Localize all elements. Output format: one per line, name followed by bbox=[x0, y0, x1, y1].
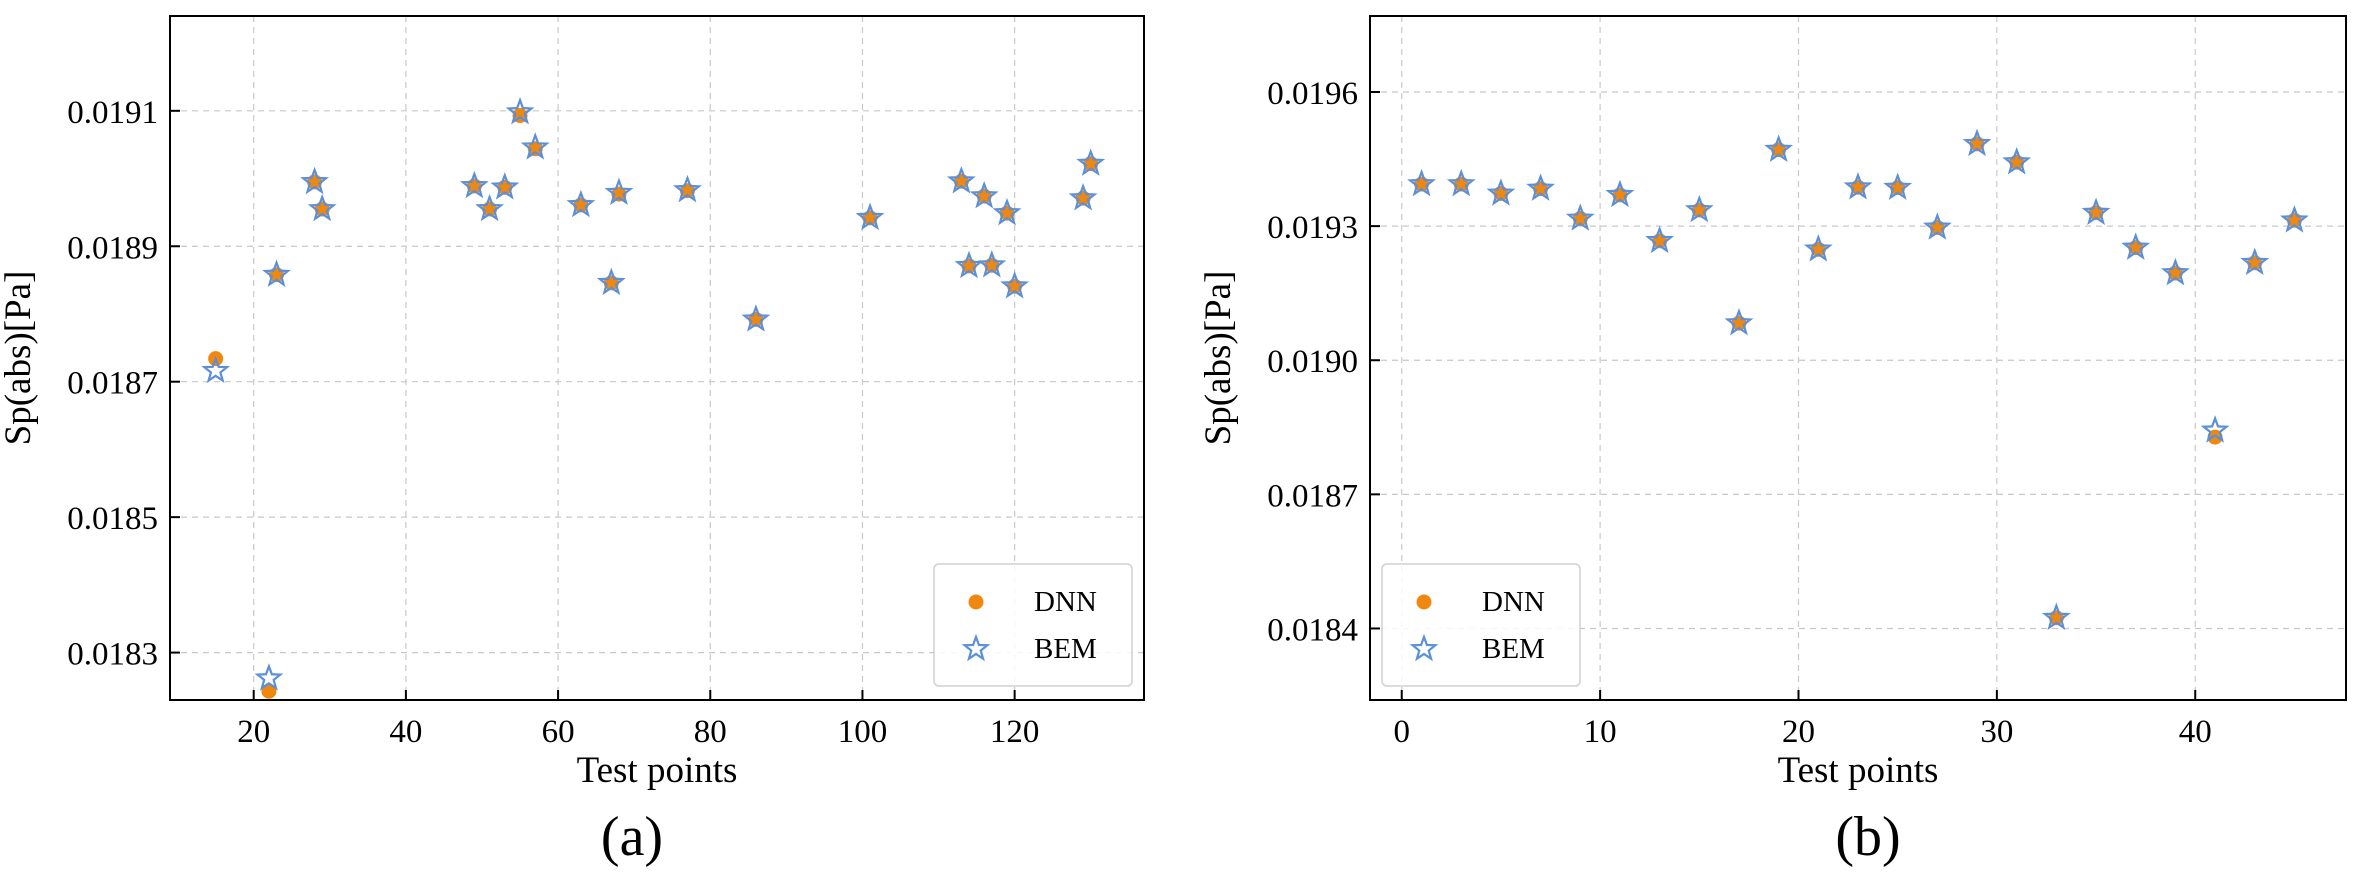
x-tick-label: 100 bbox=[838, 714, 888, 750]
bem-point bbox=[1000, 271, 1030, 299]
series-bem bbox=[1407, 128, 2309, 631]
bem-point bbox=[1068, 182, 1098, 211]
chart-panel-b: 0 10 20 30 40 0.0184 0.0187 0.0190 0.0193 0.0196 T… bbox=[1198, 15, 2347, 868]
y-tick-label: 0.0183 bbox=[67, 637, 158, 673]
y-tick-label: 0.0193 bbox=[1267, 210, 1358, 246]
bem-point bbox=[977, 250, 1007, 278]
x-tick-label: 60 bbox=[542, 714, 575, 750]
legend-label-bem: BEM bbox=[1482, 633, 1545, 665]
bem-point bbox=[2240, 247, 2270, 276]
legend-label-dnn: DNN bbox=[1482, 586, 1545, 618]
y-axis-label: Sp(abs)[Pa] bbox=[1198, 271, 1239, 446]
x-axis-label: Test points bbox=[1778, 750, 1939, 791]
series-bem bbox=[201, 96, 1106, 691]
y-tick-label: 0.0189 bbox=[67, 230, 158, 266]
bem-point bbox=[520, 132, 550, 160]
y-tick-label: 0.0184 bbox=[1267, 612, 1358, 648]
bem-point bbox=[1565, 203, 1595, 231]
x-tick-label: 40 bbox=[2179, 714, 2212, 750]
bem-point bbox=[1803, 234, 1833, 262]
x-axis-label: Test points bbox=[577, 750, 738, 791]
bem-point bbox=[505, 96, 535, 125]
legend-label-dnn: DNN bbox=[1034, 586, 1097, 618]
bem-point bbox=[300, 166, 330, 195]
bem-point bbox=[673, 174, 702, 203]
legend: DNN BEM bbox=[933, 563, 1133, 687]
legend-dnn-marker bbox=[1416, 594, 1432, 610]
bem-point bbox=[1407, 168, 1437, 197]
bem-point bbox=[1922, 212, 1952, 240]
bem-point bbox=[201, 355, 231, 384]
x-tick-label: 20 bbox=[1782, 714, 1815, 750]
bem-point bbox=[741, 304, 771, 332]
dnn-point bbox=[611, 186, 627, 202]
bem-point bbox=[566, 189, 596, 218]
bem-point bbox=[1724, 307, 1754, 336]
plot-frame bbox=[1369, 15, 2347, 701]
x-tick-label: 120 bbox=[990, 714, 1040, 750]
bem-point bbox=[1605, 179, 1635, 208]
bem-point bbox=[1684, 194, 1714, 223]
y-axis-label: Sp(abs)[Pa] bbox=[0, 271, 39, 446]
plot-frame bbox=[169, 15, 1145, 701]
bem-point bbox=[307, 193, 337, 222]
bem-point bbox=[2002, 147, 2032, 175]
legend: DNN BEM bbox=[1381, 563, 1581, 687]
bem-point bbox=[604, 177, 634, 206]
legend-box bbox=[1381, 563, 1581, 687]
bem-point bbox=[1486, 178, 1516, 206]
bem-point bbox=[2160, 257, 2190, 286]
bem-point bbox=[2121, 232, 2151, 260]
legend-box bbox=[933, 563, 1133, 687]
x-tick-label: 30 bbox=[1980, 714, 2013, 750]
y-tick-label: 0.0187 bbox=[67, 366, 158, 402]
x-tick-label: 20 bbox=[237, 714, 270, 750]
y-tick-label: 0.0185 bbox=[67, 501, 158, 537]
bem-point bbox=[2200, 415, 2230, 443]
bem-point bbox=[596, 267, 626, 296]
bem-point bbox=[1764, 134, 1794, 162]
bem-point bbox=[1526, 173, 1556, 201]
bem-point bbox=[2279, 205, 2309, 233]
legend-bem-marker bbox=[1409, 633, 1439, 662]
bem-point bbox=[459, 170, 489, 199]
bem-point bbox=[1076, 148, 1106, 176]
bem-point bbox=[490, 172, 520, 200]
bem-point bbox=[1645, 225, 1675, 254]
dnn-point bbox=[2207, 429, 2223, 445]
bem-point bbox=[1843, 172, 1873, 200]
legend-dnn-marker bbox=[968, 594, 984, 610]
legend-bem-marker bbox=[961, 633, 991, 662]
bem-point bbox=[1883, 172, 1913, 200]
dnn-point bbox=[527, 141, 543, 157]
x-tick-label: 80 bbox=[694, 714, 727, 750]
legend-label-bem: BEM bbox=[1034, 633, 1097, 665]
bem-point bbox=[1446, 168, 1476, 197]
panel-label: (b) bbox=[1835, 806, 1900, 868]
series-dnn bbox=[1414, 136, 2302, 626]
dnn-point bbox=[261, 683, 277, 699]
y-tick-label: 0.0191 bbox=[67, 95, 158, 131]
panel-label: (a) bbox=[601, 806, 663, 868]
y-tick-label: 0.0196 bbox=[1267, 76, 1358, 112]
bem-point bbox=[262, 259, 291, 287]
bem-point bbox=[954, 250, 984, 279]
bem-point bbox=[475, 193, 505, 222]
bem-point bbox=[2081, 197, 2111, 225]
bem-point bbox=[992, 197, 1022, 226]
y-tick-label: 0.0187 bbox=[1267, 478, 1358, 514]
bem-point bbox=[855, 202, 885, 231]
bem-point bbox=[1962, 128, 1992, 157]
x-tick-label: 40 bbox=[389, 714, 422, 750]
x-tick-label: 0 bbox=[1393, 714, 1410, 750]
bem-point bbox=[2041, 602, 2071, 631]
chart-panel-a: 20 40 60 80 100 120 0.0183 0.0185 0.0187 0.0189 0.… bbox=[0, 15, 1145, 868]
x-tick-label: 10 bbox=[1584, 714, 1617, 750]
y-tick-label: 0.0190 bbox=[1267, 344, 1358, 380]
bem-point bbox=[969, 180, 999, 209]
bem-point bbox=[946, 166, 976, 194]
bem-point bbox=[254, 663, 284, 691]
